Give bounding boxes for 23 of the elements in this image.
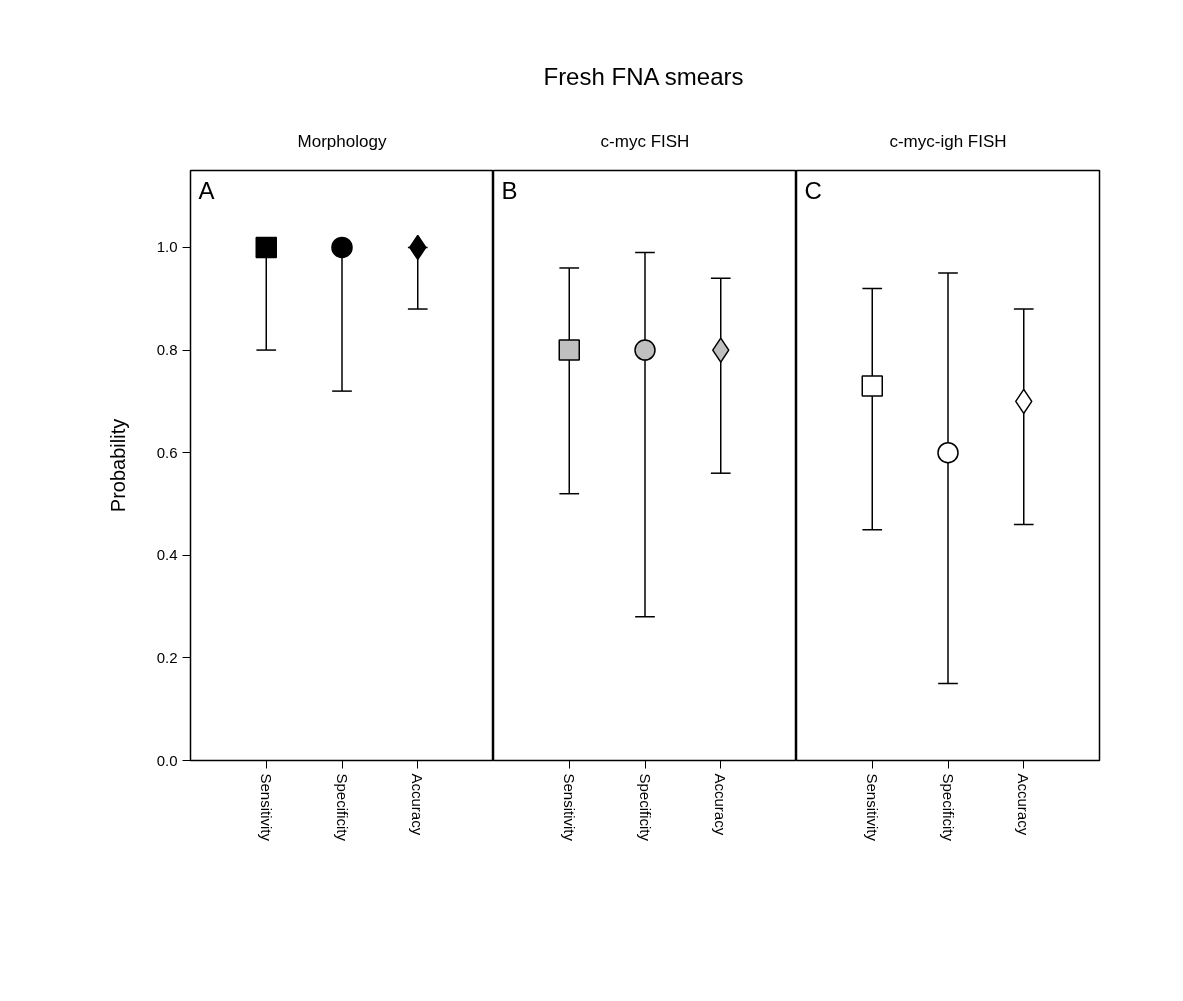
x-tick-label: Specificity — [939, 773, 957, 842]
chart-title: c-myc-igh FISH — [889, 131, 1007, 151]
y-tick-label: 0.6 — [156, 443, 178, 461]
y-tick-label: 0.0 — [156, 751, 178, 769]
annotation: A — [198, 176, 215, 204]
y-axis-title: Probability — [106, 418, 129, 513]
x-tick-label: Specificity — [333, 773, 351, 842]
x-tick-label: Specificity — [636, 773, 654, 842]
text: Fresh FNA smears — [543, 62, 744, 92]
chart-title: c-myc FISH — [600, 131, 690, 151]
y-tick-label: 0.2 — [156, 648, 178, 666]
chart-title: Morphology — [297, 131, 387, 151]
y-tick-label: 0.4 — [156, 546, 178, 564]
x-tick-label: Sensitivity — [560, 773, 578, 842]
x-tick-label: Accuracy — [1015, 773, 1033, 836]
x-tick-label: Accuracy — [409, 773, 427, 836]
x-tick-label: Sensitivity — [257, 773, 275, 842]
y-tick-label: 0.8 — [156, 341, 178, 359]
x-tick-label: Accuracy — [712, 773, 730, 836]
annotation: C — [804, 176, 822, 204]
x-tick-label: Sensitivity — [863, 773, 881, 842]
annotation: B — [501, 176, 518, 204]
y-tick-label: 1.0 — [156, 238, 178, 256]
